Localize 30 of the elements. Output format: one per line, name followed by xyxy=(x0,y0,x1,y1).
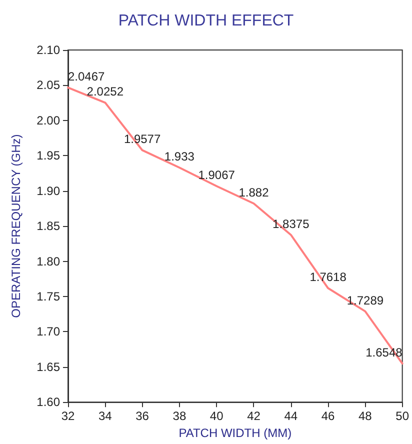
chart-title: PATCH WIDTH EFFECT xyxy=(118,12,294,30)
data-label: 1.882 xyxy=(238,186,270,200)
y-tick-label: 2.00 xyxy=(36,113,60,128)
y-tick-label: 1.75 xyxy=(36,289,60,304)
data-label: 2.0252 xyxy=(86,84,124,99)
y-tick-label: 2.05 xyxy=(36,78,60,92)
x-tick-label: 46 xyxy=(321,409,336,424)
y-tick-label: 1.90 xyxy=(36,184,60,198)
y-tick-label: 1.95 xyxy=(36,148,60,163)
x-tick-label: 34 xyxy=(98,409,112,424)
data-label: 1.7289 xyxy=(346,293,384,308)
y-tick-label: 1.70 xyxy=(36,324,60,339)
line-series xyxy=(67,86,404,365)
data-label: 1.9067 xyxy=(198,168,236,182)
x-tick-label: 50 xyxy=(396,409,410,424)
x-tick-label: 40 xyxy=(210,409,224,424)
x-tick-label: 42 xyxy=(247,409,261,424)
x-tick-label: 48 xyxy=(358,409,372,424)
y-tick-label: 1.85 xyxy=(36,219,60,234)
x-tick-label: 44 xyxy=(284,409,298,424)
data-label: 1.933 xyxy=(164,150,195,164)
y-tick-label: 1.80 xyxy=(36,254,60,268)
y-axis-title: OPERATING FREQUENCY (GHz) xyxy=(9,134,23,318)
y-tick-label: 2.10 xyxy=(36,43,60,57)
x-tick-label: 38 xyxy=(172,409,186,424)
x-tick-label: 32 xyxy=(61,409,75,424)
x-tick-label: 36 xyxy=(136,409,150,424)
x-axis-title: PATCH WIDTH (MM) xyxy=(178,426,292,440)
y-tick-label: 1.65 xyxy=(36,360,60,374)
y-tick-label: 1.60 xyxy=(36,395,60,410)
